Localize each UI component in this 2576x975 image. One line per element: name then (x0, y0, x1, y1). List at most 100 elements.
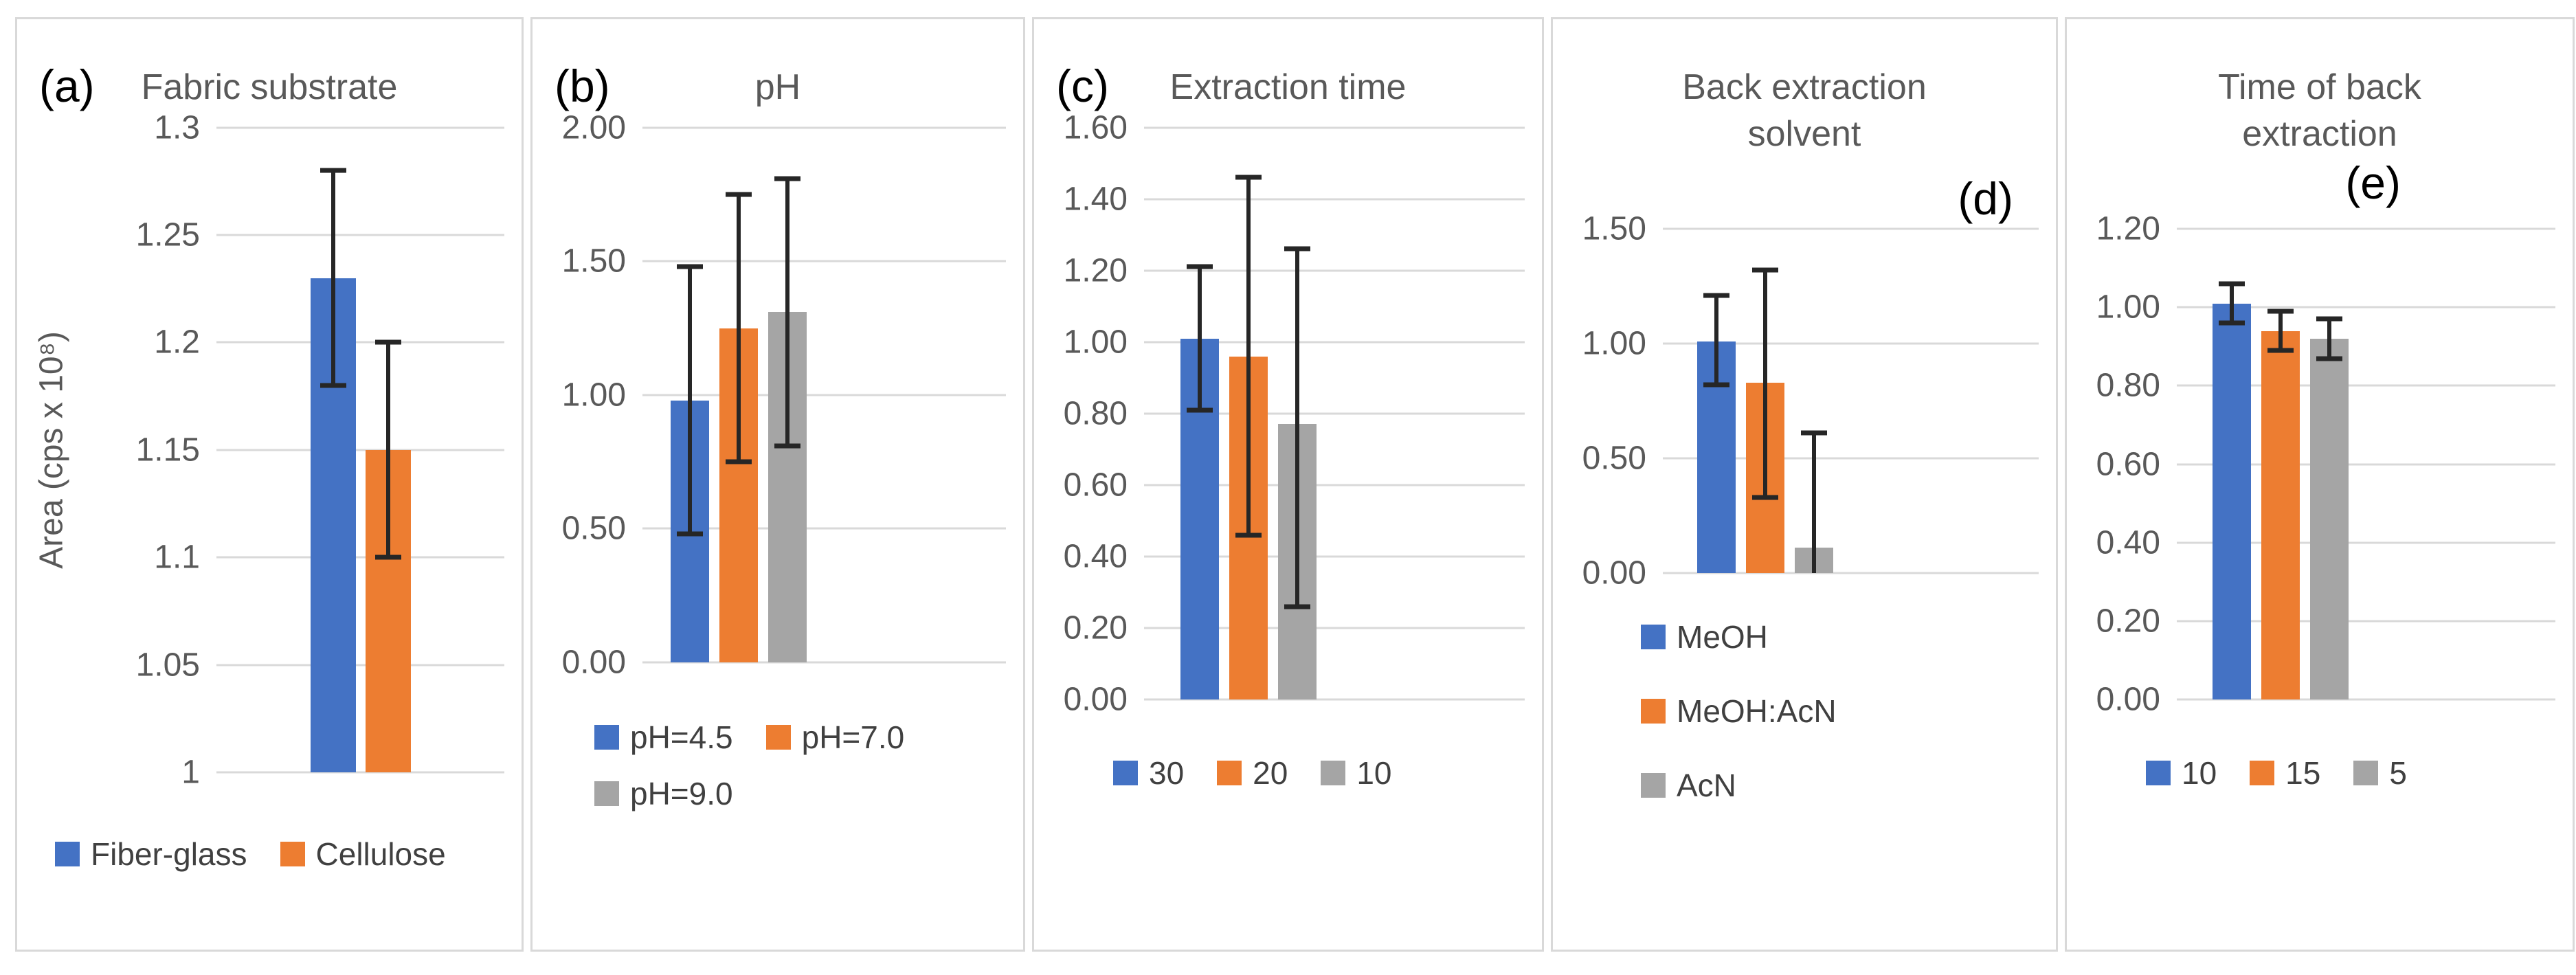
y-axis-ticks: 2.00 1.50 1.00 0.50 0.00 (533, 109, 642, 680)
legend-label: 15 (2285, 755, 2321, 791)
bar-slot-meoh-acn (1745, 229, 1784, 573)
y-axis-tick: 1.00 (561, 377, 626, 414)
legend: pH=4.5 pH=7.0 pH=9.0 (594, 719, 989, 812)
chart-title: Extraction time (1169, 67, 1407, 107)
gridline (1663, 572, 2039, 574)
error-cap-top (320, 168, 346, 173)
chart-panel-e: (e) Time of back extraction 1.20 1.00 0.80 0.… (2065, 17, 2575, 952)
gridline (216, 449, 504, 451)
legend-label: AcN (1677, 767, 1736, 803)
bar-slot-cellulose (365, 128, 411, 772)
y-axis-tick: 0.80 (2096, 367, 2160, 404)
bar-slot-10 (2212, 229, 2251, 699)
legend-label: pH=4.5 (630, 719, 733, 755)
bar-slot-ph-9-0 (768, 128, 807, 662)
error-cap-bottom (1187, 407, 1213, 413)
y-axis-tick: 0.00 (561, 644, 626, 681)
gridline (1144, 412, 1525, 415)
y-axis-tick: 1.50 (561, 243, 626, 280)
y-axis-title: Area (cps x 10⁸) (33, 330, 70, 569)
plot-row: 1.20 1.00 0.80 0.60 0.40 0.20 0.00 (2067, 211, 2573, 718)
gridline (1144, 484, 1525, 486)
bar-slot-meoh (1696, 229, 1736, 573)
y-axis-title-wrap: Area (cps x 10⁸) (17, 128, 86, 772)
legend-label: 10 (1356, 755, 1392, 791)
error-bar-5 (2327, 319, 2331, 359)
error-cap-top (2316, 316, 2342, 322)
plot-row: 2.00 1.50 1.00 0.50 0.00 (533, 109, 1023, 681)
gridline (1663, 227, 2039, 230)
error-cap-bottom (725, 459, 752, 464)
y-axis-tick: 0.40 (2096, 524, 2160, 561)
error-bar-ph-9-0 (785, 178, 789, 446)
error-cap-top (774, 176, 800, 181)
gridline (2177, 698, 2555, 701)
chart-title: Fabric substrate (141, 67, 398, 107)
bar-slot-fiber-glass (310, 128, 356, 772)
y-axis-tick: 0.60 (1063, 467, 1128, 504)
gridline (1663, 342, 2039, 345)
error-cap-bottom (2316, 356, 2342, 361)
gridline (642, 661, 1006, 664)
error-bar-acn (1811, 433, 1816, 573)
panel-label-e: (e) (2345, 157, 2401, 208)
legend-item-cellulose: Cellulose (280, 836, 446, 873)
gridline (1144, 698, 1525, 701)
legend-swatch-blue (1113, 761, 1138, 785)
error-cap-bottom (2267, 348, 2294, 353)
legend-item-30: 30 (1113, 754, 1184, 792)
y-axis-tick: 1.50 (1582, 210, 1646, 247)
bar-slot-30 (1180, 128, 1219, 699)
bar-10 (2212, 303, 2251, 699)
legend-item-10: 10 (1321, 754, 1392, 792)
y-axis-tick: 0.40 (1063, 538, 1128, 575)
chart-panel-b: (b) pH 2.00 1.50 1.00 0.50 0.00 pH=4.5 pH=7.0 pH=… (530, 17, 1025, 952)
y-axis-tick: 1.20 (2096, 210, 2160, 247)
gridline (216, 126, 504, 129)
bar-slot-20 (1229, 128, 1268, 699)
error-cap-bottom (1703, 382, 1729, 388)
legend-swatch-orange (1217, 761, 1242, 785)
legend-label: pH=7.0 (801, 719, 905, 755)
gridline (2177, 620, 2555, 623)
gridline (216, 234, 504, 236)
legend-item-20: 20 (1217, 754, 1288, 792)
error-cap-bottom (1235, 533, 1262, 538)
y-axis-tick: 0.50 (1582, 440, 1646, 477)
gridline (216, 556, 504, 559)
y-axis-tick: 0.50 (561, 510, 626, 547)
legend-swatch-gray (1641, 773, 1666, 798)
y-axis-tick: 0.00 (2096, 681, 2160, 718)
legend-label: 10 (2182, 755, 2217, 791)
y-axis-tick: 1.25 (135, 216, 200, 254)
legend-swatch-orange (1641, 699, 1666, 724)
y-axis-tick: 1.20 (1063, 252, 1128, 289)
y-axis-tick: 1.2 (154, 324, 200, 361)
legend-item-15: 15 (2250, 754, 2320, 792)
bar-15 (2261, 330, 2300, 699)
y-axis-tick: 1.00 (1063, 324, 1128, 361)
legend-label: Cellulose (315, 836, 446, 872)
legend-swatch-orange (765, 725, 791, 750)
error-cap-top (1284, 246, 1310, 251)
gridline (2177, 384, 2555, 387)
gridline (1144, 555, 1525, 558)
error-cap-top (1235, 175, 1262, 180)
bar-group (1144, 128, 1525, 699)
error-bar-meoh-acn (1762, 270, 1767, 497)
plot-row: 1.60 1.40 1.20 1.00 0.80 0.60 0.40 0.20 0.00 (1034, 109, 1542, 718)
error-cap-top (1703, 293, 1729, 298)
gridline (1144, 341, 1525, 344)
panel-label-b: (b) (555, 60, 610, 111)
plot-row: 1.50 1.00 0.50 0.00 (1553, 211, 2056, 592)
chart-panel-a: (a) Fabric substrate Area (cps x 10⁸) 1.3 1.… (15, 17, 524, 952)
error-cap-top (1187, 264, 1213, 269)
legend-item-meoh-acn: MeOH:AcN (1641, 693, 1837, 730)
chart-title: Back extraction solvent (1682, 67, 1927, 154)
gridline (216, 664, 504, 666)
legend-swatch-gray (2353, 761, 2379, 785)
error-bar-cellulose (385, 342, 390, 558)
y-axis-tick: 0.80 (1063, 395, 1128, 432)
legend: Fiber-glass Cellulose (55, 836, 446, 873)
plot-row: Area (cps x 10⁸) 1.3 1.25 1.2 1.15 1.1 1.05 1 (17, 109, 522, 791)
